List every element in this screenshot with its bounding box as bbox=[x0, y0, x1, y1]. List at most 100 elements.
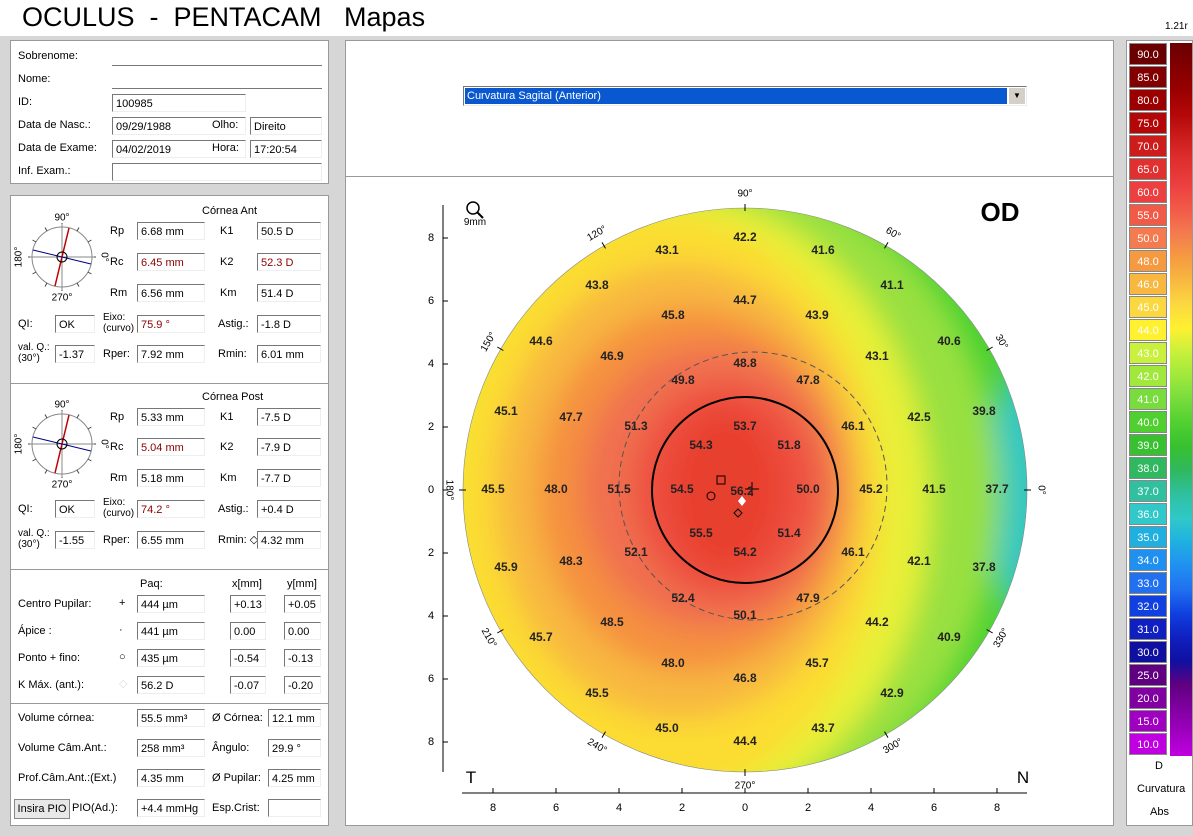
x-tick-label: 8 bbox=[994, 802, 1000, 814]
label: Nome: bbox=[18, 73, 51, 85]
button[interactable]: Insira PIO bbox=[14, 799, 70, 819]
field-label: Eixo: (curvo) bbox=[103, 312, 135, 334]
divider bbox=[11, 703, 328, 704]
value-box: +0.05 bbox=[284, 595, 321, 613]
value-box: 6.45 mm bbox=[137, 253, 205, 271]
label: Ø Pupilar: bbox=[212, 772, 261, 784]
angle-tick bbox=[986, 629, 993, 634]
value-box: -1.8 D bbox=[257, 315, 321, 333]
eye-label: OD bbox=[981, 197, 1020, 227]
scale-step: 10.0 bbox=[1129, 733, 1167, 755]
value-box: 04/02/2019 bbox=[112, 140, 246, 158]
angle-label: 300° bbox=[881, 737, 904, 757]
map-selector-text[interactable]: Curvatura Sagital (Anterior) bbox=[465, 88, 1007, 104]
map-value: 42.5 bbox=[907, 410, 931, 424]
x-tick-label: 8 bbox=[490, 802, 496, 814]
compass-tick bbox=[76, 282, 80, 287]
compass-tick bbox=[87, 271, 92, 275]
compass-tick bbox=[44, 414, 48, 419]
angle-label: 120° bbox=[585, 224, 608, 244]
compass-tick bbox=[44, 227, 48, 232]
value-box: 52.3 D bbox=[257, 253, 321, 271]
angle-tick bbox=[884, 242, 889, 249]
label: Ø Córnea: bbox=[212, 712, 263, 724]
field-line bbox=[112, 88, 322, 89]
kmax-marker bbox=[738, 496, 746, 506]
map-value: 50.0 bbox=[796, 482, 820, 496]
map-value: 44.7 bbox=[733, 293, 757, 307]
label: Data de Nasc.: bbox=[18, 119, 91, 131]
map-value: 48.3 bbox=[559, 554, 583, 568]
scale-kind: Curvatura bbox=[1137, 783, 1186, 795]
zoom-icon[interactable] bbox=[476, 211, 484, 219]
section-title: Córnea Post bbox=[202, 391, 264, 403]
map-value: 40.9 bbox=[937, 630, 961, 644]
value-box: 17:20:54 bbox=[250, 140, 322, 158]
map-value: 39.8 bbox=[972, 404, 996, 418]
label: Data de Exame: bbox=[18, 142, 97, 154]
divider bbox=[346, 176, 1113, 177]
value-box: -0.13 bbox=[284, 649, 321, 667]
scale-step: 55.0 bbox=[1129, 204, 1167, 226]
map-svg: 9mm OD T N 8 8 6 6 4 4 2 2 0 0 2 2 4 4 6 6 8 8 90° 60° 30° 0°… bbox=[428, 189, 1046, 814]
value-box: 0.00 bbox=[230, 622, 266, 640]
angle-label: 90° bbox=[737, 189, 752, 200]
value-box: -7.5 D bbox=[257, 408, 321, 426]
value-box: 50.5 D bbox=[257, 222, 321, 240]
label: ID: bbox=[18, 96, 33, 108]
compass-tick bbox=[44, 282, 48, 287]
field-label: Rm bbox=[110, 287, 128, 299]
value-box: 435 µm bbox=[137, 649, 205, 667]
zoom-label: 9mm bbox=[464, 217, 486, 228]
field-label: Eixo: (curvo) bbox=[103, 497, 135, 519]
field-label: Rp bbox=[110, 225, 125, 237]
dropdown-arrow[interactable]: ▼ bbox=[1009, 88, 1025, 104]
map-value: 52.4 bbox=[671, 591, 695, 605]
compass-tick bbox=[76, 227, 80, 232]
map-value: 53.7 bbox=[733, 419, 757, 433]
field-label: QI: bbox=[18, 503, 33, 515]
rmin-marker bbox=[733, 508, 743, 518]
map-value: 45.1 bbox=[494, 404, 518, 418]
map-value: 41.6 bbox=[811, 243, 835, 257]
compass-label: 180° bbox=[14, 434, 25, 455]
scale-step: 75.0 bbox=[1129, 112, 1167, 134]
label: Prof.Câm.Ant.:(Ext.) bbox=[18, 772, 117, 784]
scale-step: 45.0 bbox=[1129, 296, 1167, 318]
apex-marker bbox=[716, 475, 726, 485]
angle-tick bbox=[497, 346, 504, 351]
zoom-icon[interactable] bbox=[466, 201, 480, 215]
field-label: Rm bbox=[110, 472, 128, 484]
divider bbox=[11, 569, 328, 570]
compass-label: 0° bbox=[98, 252, 109, 262]
label: Esp.Crist: bbox=[212, 802, 260, 814]
map-value: 37.8 bbox=[972, 560, 996, 574]
scale-step: 35.0 bbox=[1129, 526, 1167, 548]
symbol: ◇ bbox=[119, 678, 128, 690]
field-label: Rc bbox=[110, 256, 124, 268]
value-box: +0.4 D bbox=[257, 500, 321, 518]
map-value: 46.1 bbox=[841, 419, 865, 433]
scale-step: 39.0 bbox=[1129, 434, 1167, 456]
angle-label: 0° bbox=[1035, 485, 1046, 495]
x-tick-label: 4 bbox=[616, 802, 622, 814]
angle-label: 150° bbox=[479, 330, 499, 353]
angle-label: 30° bbox=[993, 333, 1010, 352]
map-selector[interactable]: Curvatura Sagital (Anterior) ▼ bbox=[463, 86, 1027, 106]
field-label: val. Q.: (30°) bbox=[18, 342, 50, 364]
pupil-circle bbox=[618, 351, 888, 621]
map-value: 55.5 bbox=[689, 526, 713, 540]
field-label: Rper: bbox=[103, 348, 130, 360]
value-box bbox=[268, 799, 321, 817]
map-value: 52.1 bbox=[624, 545, 648, 559]
value-box: 441 µm bbox=[137, 622, 205, 640]
field-label: Astig.: bbox=[218, 318, 249, 330]
map-value: 45.0 bbox=[655, 721, 679, 735]
angle-tick bbox=[601, 731, 606, 738]
map-value: 48.0 bbox=[661, 656, 685, 670]
angle-tick bbox=[986, 346, 993, 351]
column-header: Paq: bbox=[140, 578, 163, 590]
map-value: 51.5 bbox=[607, 482, 631, 496]
value-box: -1.37 bbox=[55, 345, 95, 363]
